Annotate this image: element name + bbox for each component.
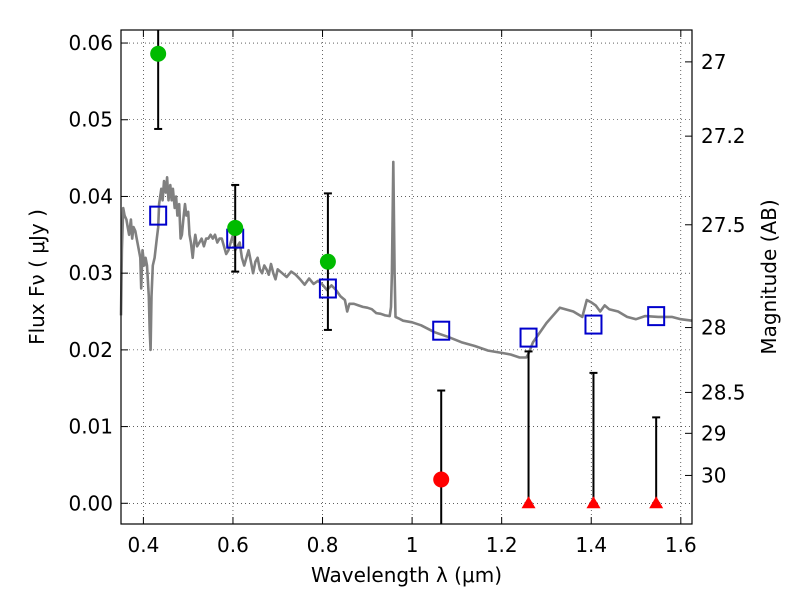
y-tick-label: 0.03 bbox=[68, 261, 113, 285]
model-flux-square bbox=[149, 205, 168, 226]
observed-points bbox=[150, 45, 664, 509]
y-tick-label: 0.01 bbox=[68, 415, 113, 439]
y2-tick-label: 28 bbox=[701, 316, 726, 340]
y2-axis-label: Magnitude (AB) bbox=[757, 199, 781, 354]
model-flux-square bbox=[584, 314, 603, 335]
y2-tick-label: 27 bbox=[701, 50, 726, 74]
x-tick-label: 0.8 bbox=[307, 533, 339, 557]
model-flux-square bbox=[432, 320, 451, 341]
y-tick-label: 0.06 bbox=[68, 31, 113, 55]
nondetection-triangle bbox=[649, 496, 664, 509]
model-fluxes bbox=[149, 205, 666, 348]
nondetection-triangle bbox=[521, 496, 536, 509]
x-tick-label: 1.6 bbox=[665, 533, 697, 557]
x-tick-label: 1 bbox=[406, 533, 419, 557]
y2-tick-label: 27.5 bbox=[701, 213, 746, 237]
x-tick-label: 0.6 bbox=[217, 533, 249, 557]
x-tick-label: 0.4 bbox=[127, 533, 159, 557]
nondetection-triangle bbox=[586, 496, 601, 509]
model-flux-square bbox=[519, 327, 538, 348]
x-axis-label: Wavelength λ (μm) bbox=[311, 563, 502, 587]
axis-ticks: 0.4 0.6 0.8 1 1.2 1.4 1.6 0.00 0.01 0.02 0.03 0.04 0… bbox=[68, 30, 746, 557]
y-tick-label: 0.02 bbox=[68, 338, 113, 362]
y-axis-label: Flux Fν ( μJy ) bbox=[25, 209, 49, 345]
detection-point bbox=[150, 45, 167, 62]
x-tick-label: 1.4 bbox=[575, 533, 607, 557]
detection-point bbox=[319, 253, 336, 270]
y-tick-label: 0.00 bbox=[68, 491, 113, 515]
y-tick-label: 0.04 bbox=[68, 184, 113, 208]
y-tick-label: 0.05 bbox=[68, 108, 113, 132]
y2-tick-label: 29 bbox=[701, 421, 726, 445]
model-sed-layer bbox=[119, 160, 693, 359]
y2-tick-label: 30 bbox=[701, 463, 726, 487]
x-tick-label: 1.2 bbox=[486, 533, 518, 557]
model-sed-line bbox=[119, 160, 693, 359]
detection-point bbox=[227, 219, 244, 236]
nondetection-point bbox=[433, 471, 450, 488]
y2-tick-label: 28.5 bbox=[701, 380, 746, 404]
plot-frame bbox=[120, 29, 693, 525]
model-flux-square bbox=[318, 278, 337, 299]
model-flux-square bbox=[647, 306, 666, 327]
y2-tick-label: 27.2 bbox=[701, 124, 746, 148]
